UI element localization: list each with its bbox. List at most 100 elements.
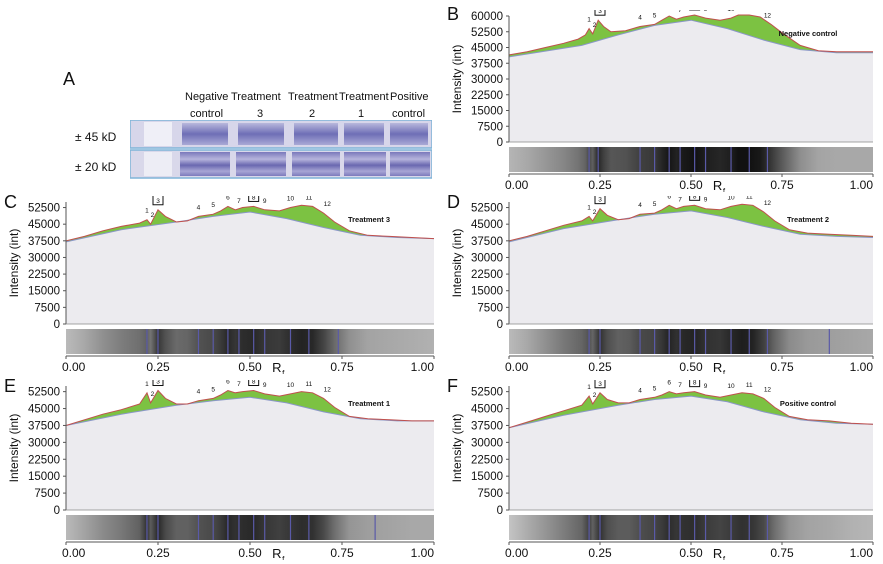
lane-image [509,147,873,172]
x-tick-label: 0.00 [62,546,86,560]
peak-label: 1 [587,384,591,391]
peak-label: 5 [653,385,657,392]
y-tick-label: 22500 [471,90,503,102]
y-axis-label: Intensity (int) [7,229,21,298]
gel-ladder-lane [144,152,172,176]
peak-label: 8 [693,380,697,387]
chart-title: Positive control [780,399,836,408]
intensity-profile-line [508,203,874,242]
x-tick-label: 0.00 [505,360,529,374]
y-tick-label: 30000 [471,252,503,264]
peak-label: 7 [678,197,682,204]
panel-letter-b: B [447,4,460,24]
x-tick-label: 0.75 [770,360,794,374]
gel-band [236,152,286,176]
panel-letter-a: A [63,69,76,89]
peak-label: 9 [263,198,267,205]
lane-image [66,515,434,540]
peak-label: 9 [704,197,708,204]
x-tick-label: 0.25 [588,178,612,192]
peak-label: 6 [226,380,230,386]
baseline-area [509,396,873,510]
peak-label: 6 [667,380,671,387]
y-tick-label: 52500 [471,387,503,399]
peak-label-box [152,380,164,387]
gel-image [130,120,432,179]
peak-label: 10 [287,382,295,389]
gel-band [294,123,338,145]
baseline-area [66,212,434,324]
lane-strip [509,147,873,172]
gel-lane-label: 2 [309,108,316,120]
x-tick-label: 1.00 [850,546,874,560]
chart-title: Treatment 1 [348,399,390,408]
peak-label: 6 [667,10,671,11]
x-tick-label: 0.50 [679,546,703,560]
y-tick-label: 37500 [471,420,503,432]
peak-label: 6 [226,196,230,201]
y-tick-label: 37500 [471,58,503,70]
y-tick-label: 15000 [471,106,503,118]
y-tick-label: 52500 [28,203,60,215]
densitometry-chart-treatment-3: Intensity (int)5250045000375003000022500… [7,196,435,374]
y-tick-label: 0 [54,505,60,517]
gel-band [344,152,386,176]
lane-strip [66,329,434,354]
peak-label-box [248,380,260,387]
peak-label-box [594,10,606,16]
intensity-profile-line [65,204,435,242]
y-tick-label: 52500 [471,203,503,215]
peak-label: 2 [593,22,597,29]
x-tick-label: 0.50 [679,178,703,192]
x-axis-label: R [713,360,722,374]
densitometry-chart-treatment-2: Intensity (int)5250045000375003000022500… [450,196,874,374]
x-tick-label: 1.00 [411,360,435,374]
y-tick-label: 45000 [471,404,503,416]
peak-label-box [248,196,260,202]
peak-label: 5 [653,12,657,19]
peak-label-box [594,380,606,389]
peak-label: 12 [764,386,772,393]
x-tick-label: 0.25 [146,360,170,374]
y-axis-label: Intensity (int) [450,45,464,114]
peak-label: 7 [237,381,241,388]
x-tick-label: 1.00 [850,178,874,192]
peak-label: 3 [598,10,602,15]
peak-label: 1 [587,204,591,211]
peak-label: 11 [306,196,313,201]
peak-label: 4 [638,202,642,209]
baseline-line [65,211,435,243]
y-tick-label: 15000 [471,471,503,483]
peak-label: 12 [764,12,772,19]
peak-label: 10 [287,196,295,203]
peak-label: 12 [764,200,772,207]
densitometry-chart-treatment-1: Intensity (int)5250045000375003000022500… [7,380,435,560]
panel-letter-e: E [4,376,17,396]
intensity-profile-line [508,391,874,429]
x-axis-label-subscript: f [723,369,726,374]
band-label-20kd: ± 20 kD [75,160,117,174]
baseline-line [508,210,874,243]
peak-label: 12 [324,386,332,393]
panel-letter-c: C [4,192,17,212]
y-axis-label: Intensity (int) [7,414,21,483]
gel-ladder-lane [144,122,172,146]
y-tick-label: 0 [54,319,60,331]
y-tick-label: 15000 [471,286,503,298]
x-axis-label: R [713,178,722,192]
peak-label: 12 [324,201,332,208]
x-tick-label: 0.75 [770,546,794,560]
y-tick-label: 22500 [28,454,60,466]
y-tick-label: 37500 [471,236,503,248]
intensity-profile-line [65,389,434,426]
gel-band [292,152,340,176]
y-tick-label: 7500 [477,121,503,133]
chart-title: Treatment 2 [787,215,829,224]
gel-band [182,123,228,145]
peak-label: 11 [306,381,313,388]
peak-label-box [689,196,701,201]
y-tick-label: 0 [497,319,503,331]
peak-label: 3 [598,197,602,204]
gel-lane-label: Negative [185,91,229,103]
peak-label: 2 [593,392,597,399]
